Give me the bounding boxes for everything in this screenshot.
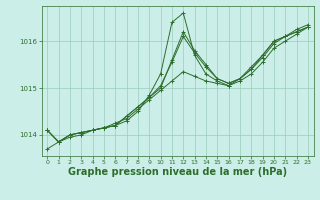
X-axis label: Graphe pression niveau de la mer (hPa): Graphe pression niveau de la mer (hPa) bbox=[68, 167, 287, 177]
